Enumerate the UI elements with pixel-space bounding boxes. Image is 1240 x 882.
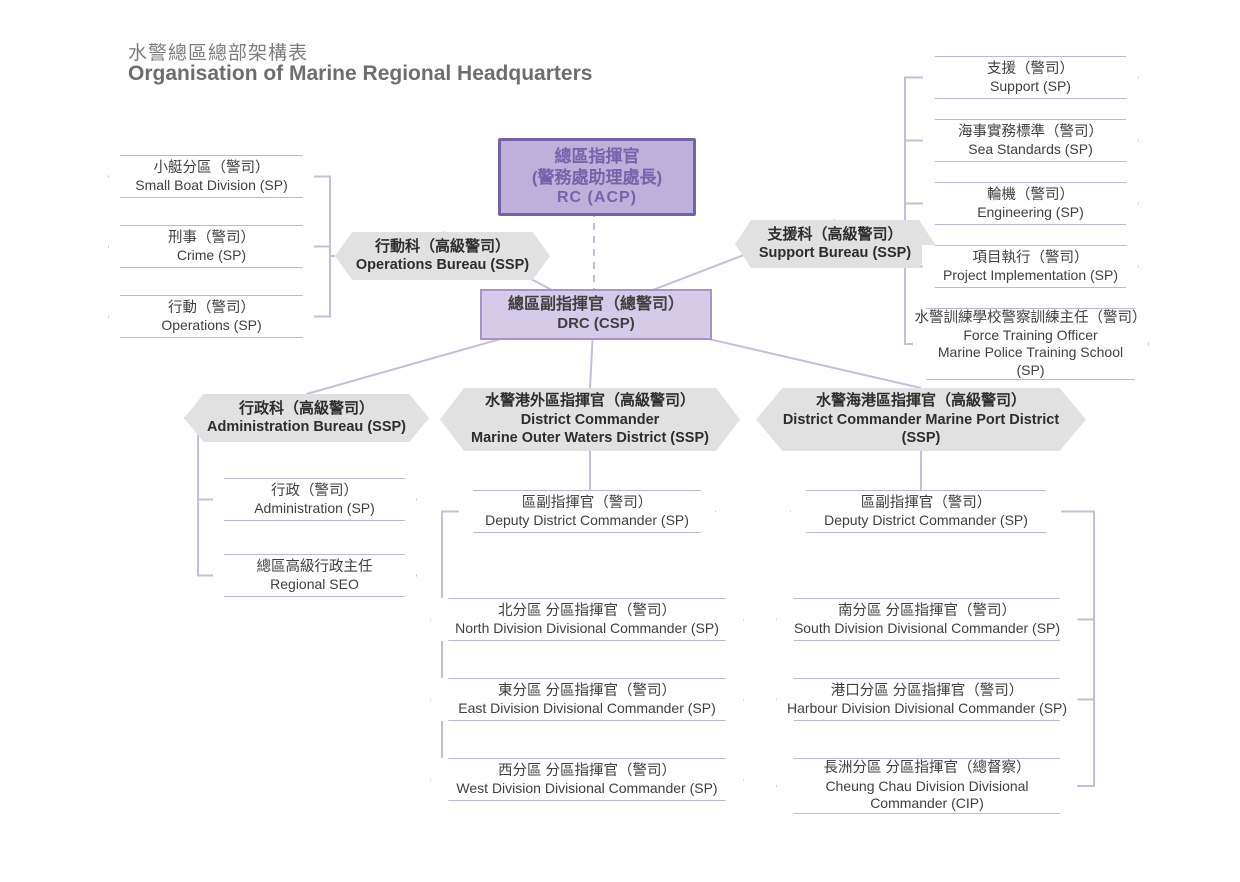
- node-rc: 總區指揮官 (警務處助理處長)RC (ACP): [498, 138, 696, 216]
- node-mowd_w: 西分區 分區指揮官（警司）West Division Divisional Co…: [430, 758, 744, 801]
- org-chart-stage: 水警總區總部架構表 Organisation of Marine Regiona…: [0, 0, 1240, 882]
- node-sbd: 小艇分區（警司）Small Boat Division (SP): [108, 155, 315, 198]
- node-label-zh: 支援科（高級警司）: [767, 226, 902, 245]
- node-label-en: West Division Divisional Commander (SP): [456, 780, 717, 798]
- node-crime: 刑事（警司）Crime (SP): [108, 225, 315, 268]
- node-label-en: Support Bureau (SSP): [759, 244, 911, 262]
- node-mowd_n: 北分區 分區指揮官（警司）North Division Divisional C…: [430, 598, 744, 641]
- node-label-en: East Division Divisional Commander (SP): [458, 700, 716, 718]
- node-label-en: Administration Bureau (SSP): [207, 418, 406, 436]
- node-mpd_cc: 長洲分區 分區指揮官（總督察）Cheung Chau Division Divi…: [776, 758, 1078, 814]
- node-label-zh: 行政（警司）: [271, 482, 358, 500]
- node-eng: 輪機（警司）Engineering (SP): [922, 182, 1139, 225]
- node-mpd_ddc: 區副指揮官（警司）Deputy District Commander (SP): [790, 490, 1062, 533]
- node-label-zh: 區副指揮官（警司）: [861, 494, 992, 512]
- node-ops_bureau: 行動科（高級警司）Operations Bureau (SSP): [335, 232, 550, 280]
- node-fto: 水警訓練學校警察訓練主任（警司）Force Training Officer M…: [912, 308, 1149, 380]
- node-label-en: Administration (SP): [254, 500, 375, 518]
- node-label-en: Harbour Division Divisional Commander (S…: [787, 700, 1067, 718]
- node-label-zh: 行政科（高級警司）: [239, 400, 374, 419]
- node-label-en: DRC (CSP): [557, 315, 635, 334]
- node-label-zh: 北分區 分區指揮官（警司）: [498, 602, 676, 620]
- node-label-en: Operations Bureau (SSP): [356, 256, 529, 274]
- node-label-zh: 小艇分區（警司）: [154, 159, 270, 177]
- node-support_bureau: 支援科（高級警司）Support Bureau (SSP): [735, 220, 935, 268]
- page-title-en: Organisation of Marine Regional Headquar…: [128, 62, 592, 86]
- node-dc_mpd: 水警海港區指揮官（高級警司）District Commander Marine …: [756, 388, 1086, 451]
- node-label-en: Small Boat Division (SP): [135, 177, 288, 195]
- node-label-zh: 輪機（警司）: [987, 186, 1074, 204]
- node-label-zh: 東分區 分區指揮官（警司）: [498, 682, 676, 700]
- node-label-zh: 項目執行（警司）: [973, 249, 1089, 267]
- node-admin_bureau: 行政科（高級警司）Administration Bureau (SSP): [184, 394, 429, 442]
- node-label-zh: 行動科（高級警司）: [375, 238, 510, 257]
- node-mowd_e: 東分區 分區指揮官（警司）East Division Divisional Co…: [430, 678, 744, 721]
- node-label-en: Engineering (SP): [977, 204, 1084, 222]
- node-label-en: District Commander Marine Outer Waters D…: [471, 411, 709, 447]
- node-dc_mowd: 水警港外區指揮官（高級警司）District Commander Marine …: [440, 388, 740, 451]
- node-label-zh: 行動（警司）: [168, 299, 255, 317]
- node-admin_sp: 行政（警司）Administration (SP): [212, 478, 417, 521]
- node-seo: 總區高級行政主任Regional SEO: [212, 554, 417, 597]
- node-label-zh: 水警海港區指揮官（高級警司）: [816, 392, 1026, 411]
- node-label-en: Support (SP): [990, 78, 1071, 96]
- node-label-en: Regional SEO: [270, 576, 359, 594]
- node-label-zh: 南分區 分區指揮官（警司）: [838, 602, 1016, 620]
- node-label-zh: 港口分區 分區指揮官（警司）: [831, 682, 1024, 700]
- node-mpd_h: 港口分區 分區指揮官（警司）Harbour Division Divisiona…: [776, 678, 1078, 721]
- node-label-zh: 水警訓練學校警察訓練主任（警司）: [915, 309, 1147, 327]
- node-label-en: Sea Standards (SP): [968, 141, 1093, 159]
- node-label-en: South Division Divisional Commander (SP): [794, 620, 1060, 638]
- node-label-zh: 水警港外區指揮官（高級警司）: [485, 392, 695, 411]
- node-operations: 行動（警司）Operations (SP): [108, 295, 315, 338]
- node-label-en: Cheung Chau Division Divisional Commande…: [825, 778, 1028, 813]
- node-label-zh: 總區指揮官 (警務處助理處長): [532, 146, 662, 189]
- node-label-en: Project Implementation (SP): [943, 267, 1118, 285]
- node-label-en: Deputy District Commander (SP): [485, 512, 689, 530]
- node-mowd_ddc: 區副指揮官（警司）Deputy District Commander (SP): [458, 490, 716, 533]
- node-label-en: RC (ACP): [557, 188, 637, 208]
- node-label-zh: 區副指揮官（警司）: [522, 494, 653, 512]
- node-label-zh: 刑事（警司）: [168, 229, 255, 247]
- node-label-zh: 長洲分區 分區指揮官（總督察）: [823, 759, 1030, 777]
- node-label-zh: 海事實務標準（警司）: [958, 123, 1103, 141]
- node-label-en: Deputy District Commander (SP): [824, 512, 1028, 530]
- node-drc: 總區副指揮官（總警司）DRC (CSP): [480, 289, 712, 340]
- page-title-zh: 水警總區總部架構表: [128, 38, 308, 65]
- node-label-en: North Division Divisional Commander (SP): [455, 620, 719, 638]
- node-label-en: Force Training Officer Marine Police Tra…: [938, 327, 1123, 380]
- node-seastd: 海事實務標準（警司）Sea Standards (SP): [922, 119, 1139, 162]
- node-label-en: Crime (SP): [177, 247, 246, 265]
- node-label-en: District Commander Marine Port District …: [783, 411, 1059, 447]
- node-label-zh: 總區副指揮官（總警司）: [508, 295, 684, 315]
- node-label-zh: 支援（警司）: [987, 60, 1074, 78]
- node-label-en: Operations (SP): [161, 317, 261, 335]
- node-proj: 項目執行（警司）Project Implementation (SP): [922, 245, 1139, 288]
- node-label-zh: 總區高級行政主任: [257, 558, 373, 576]
- node-label-zh: 西分區 分區指揮官（警司）: [498, 762, 676, 780]
- node-mpd_s: 南分區 分區指揮官（警司）South Division Divisional C…: [776, 598, 1078, 641]
- node-support: 支援（警司）Support (SP): [922, 56, 1139, 99]
